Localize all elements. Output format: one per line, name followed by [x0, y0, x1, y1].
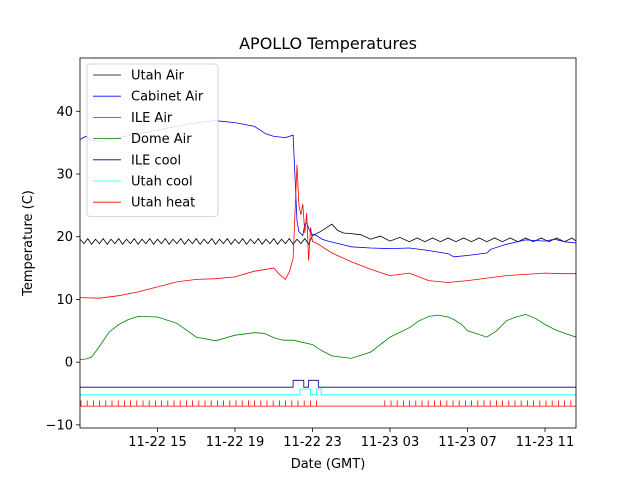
- utah-heat-pulses: [80, 400, 572, 407]
- series-line-ile-air: [80, 164, 576, 299]
- y-tick-label: 20: [56, 230, 73, 245]
- x-tick-label: 11-22 23: [283, 435, 341, 450]
- legend-label: Utah heat: [131, 196, 195, 211]
- series-line-dome-air: [80, 314, 576, 360]
- axes-frame: [79, 57, 577, 429]
- chart-title: APOLLO Temperatures: [239, 34, 417, 53]
- legend-box: [86, 63, 219, 217]
- legend-label: ILE cool: [131, 153, 181, 168]
- series-line-utah-air: [80, 223, 576, 246]
- legend-label: Dome Air: [131, 132, 192, 147]
- legend-label: ILE Air: [131, 111, 173, 126]
- y-axis-label: Temperature (C): [21, 190, 36, 297]
- legend-label: Utah Air: [131, 69, 184, 84]
- x-axis-label: Date (GMT): [291, 457, 366, 472]
- y-tick-label: 10: [56, 293, 73, 308]
- y-tick-label: 30: [56, 168, 73, 183]
- y-tick-label: 40: [56, 105, 73, 120]
- x-tick-label: 11-23 03: [361, 435, 419, 450]
- x-tick-label: 11-23 07: [438, 435, 496, 450]
- x-tick-label: 11-23 11: [516, 435, 574, 450]
- y-tick-label: −10: [46, 418, 73, 433]
- y-tick-label: 0: [65, 356, 73, 371]
- x-tick-label: 11-22 19: [206, 435, 264, 450]
- x-tick-label: 11-22 15: [128, 435, 186, 450]
- legend-label: Utah cool: [131, 175, 193, 190]
- legend: Utah Air Cabinet Air ILE Air Dome Air ILE co…: [86, 63, 219, 217]
- series-line-ile-cool: [80, 379, 576, 388]
- legend-label: Cabinet Air: [131, 90, 204, 105]
- series-line-utah-cool: [80, 388, 576, 396]
